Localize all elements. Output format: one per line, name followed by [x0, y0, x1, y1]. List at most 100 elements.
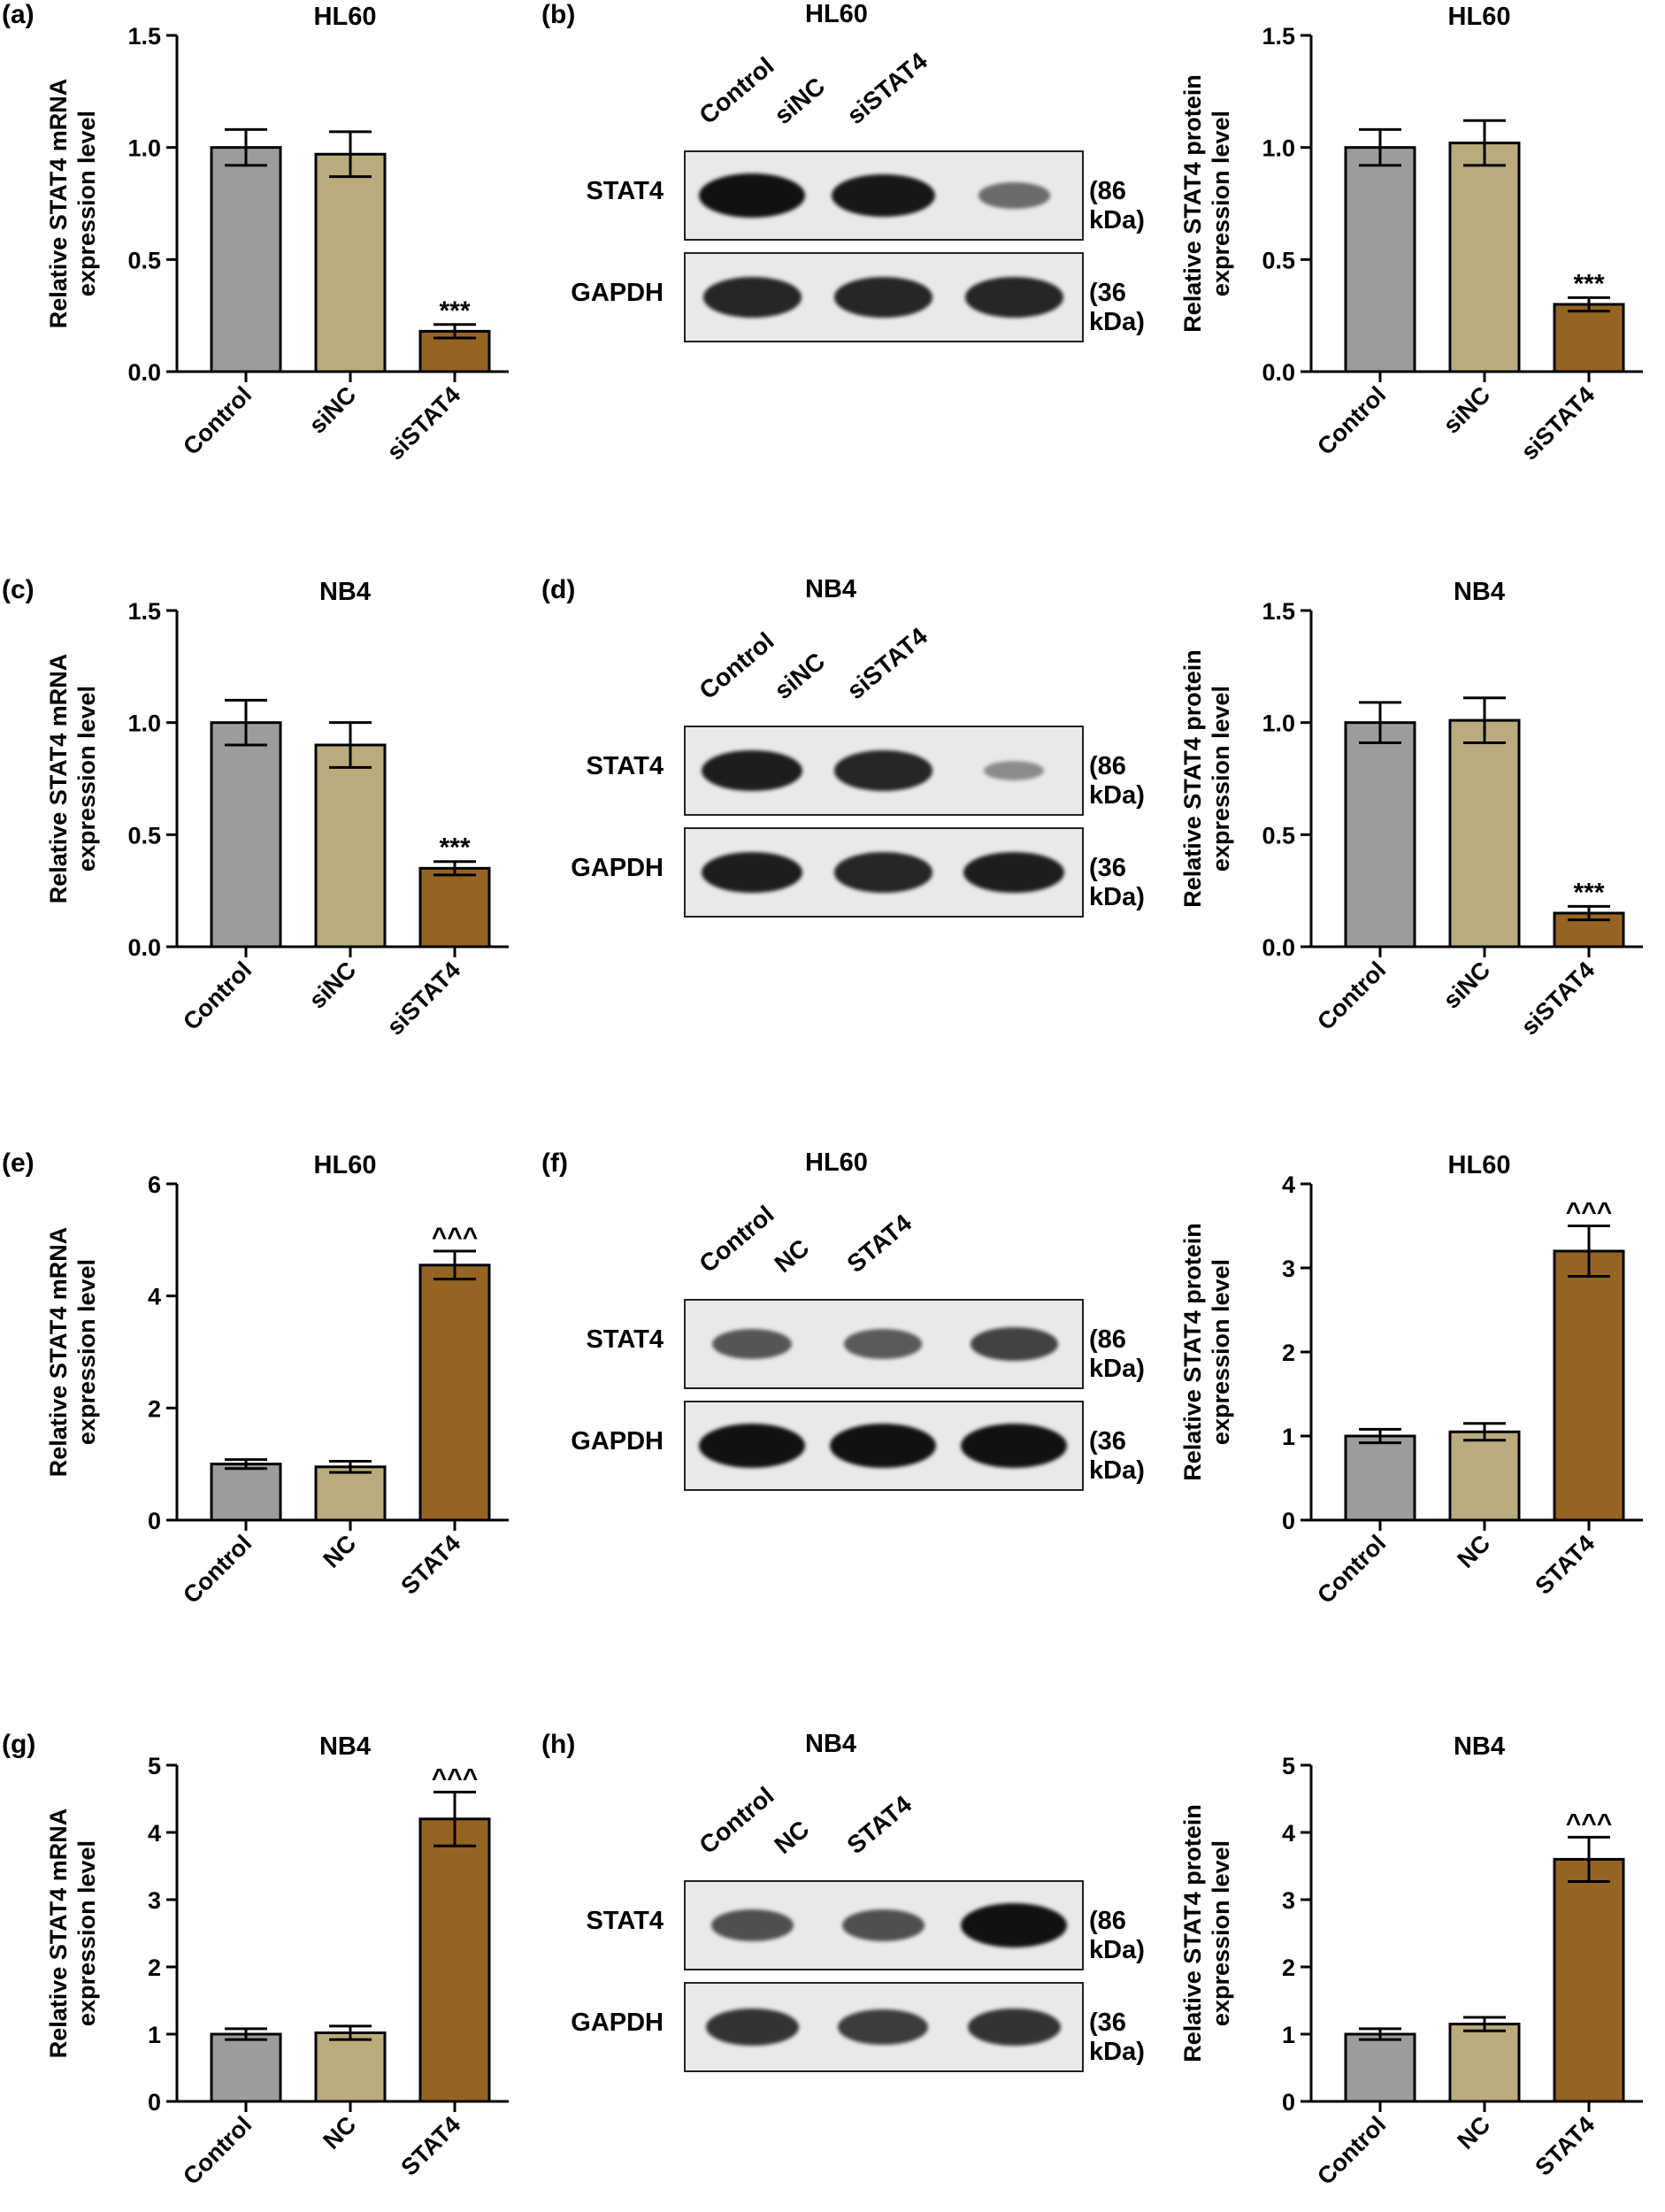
kda-label-STAT4: (86 kDa) [1089, 1325, 1145, 1383]
significance-mark: ^^^ [432, 1223, 479, 1252]
y-tick-label: 2 [1282, 1955, 1295, 1981]
x-tick-label: siSTAT4 [1515, 956, 1600, 1041]
lane-label-NC: NC [769, 1233, 815, 1279]
blot-strip-STAT4 [684, 150, 1084, 241]
kda-label-GAPDH: (36 kDa) [1089, 854, 1145, 911]
y-axis-label: Relative STAT4 mRNA expression level [45, 79, 100, 329]
blot-title: NB4 [805, 1730, 857, 1758]
y-tick-label: 1 [148, 2022, 161, 2048]
x-tick-label: STAT4 [1530, 2111, 1600, 2181]
band [841, 1909, 925, 1941]
bar-siNC [1448, 142, 1521, 373]
y-axis-label-line1: Relative STAT4 mRNA [45, 1227, 72, 1478]
y-tick-label: 1.5 [1262, 598, 1295, 625]
lane-label-STAT4: STAT4 [841, 1209, 917, 1279]
x-tick-label: siSTAT4 [381, 381, 465, 465]
band [838, 2008, 928, 2046]
lane-label-siSTAT4: siSTAT4 [841, 622, 932, 705]
band [702, 851, 802, 894]
band [702, 749, 802, 792]
band [984, 761, 1044, 780]
chart-title: NB4 [1454, 578, 1505, 606]
y-axis-label-line1: Relative STAT4 mRNA [45, 654, 72, 904]
bar-Control [1344, 1434, 1416, 1522]
band [843, 1329, 923, 1359]
panel-label-e: (e) [2, 1148, 35, 1178]
x-tick-label: siNC [1439, 956, 1496, 1014]
row-label-GAPDH: GAPDH [571, 2008, 664, 2037]
blot-h: NB4 Control NC STAT4 STAT4 (86 kDa) GAPDH (36 k… [531, 1730, 1145, 2101]
chart-e: HL60 Relative STAT4 mRNA expression level 0… [45, 1151, 509, 1609]
y-tick-label: 0 [148, 2089, 161, 2116]
chart-c: NB4 Relative STAT4 mRNA expression level 0.… [45, 578, 509, 1041]
y-tick-label: 0.5 [1262, 247, 1295, 273]
bar-NC [314, 1465, 387, 1522]
significance-mark: ^^^ [1566, 1809, 1613, 1838]
lane-label-siSTAT4: siSTAT4 [841, 47, 932, 130]
x-tick-label: Control [1312, 381, 1391, 460]
significance-mark: *** [439, 296, 470, 326]
y-tick-label: 0.5 [1262, 822, 1295, 849]
chart-a: HL60 Relative STAT4 mRNA expression level 0… [45, 3, 509, 465]
x-tick-label: siSTAT4 [1515, 381, 1600, 465]
panel-label-h: (h) [541, 1730, 576, 1759]
x-tick-label: siNC [304, 956, 362, 1014]
y-tick-label: 0.5 [127, 247, 161, 273]
blot-title: NB4 [805, 575, 857, 603]
x-tick-label: NC [1452, 2111, 1495, 2154]
panel-label-c: (c) [2, 575, 35, 604]
lane-label-NC: NC [769, 1815, 815, 1860]
y-axis-label-line2: expression level [73, 1259, 100, 1445]
blot-strip-STAT4 [684, 1299, 1084, 1389]
y-tick-label: 0.0 [1262, 934, 1295, 961]
y-tick-label: 4 [148, 1284, 161, 1310]
bar-Control [1344, 2032, 1416, 2103]
x-tick-label: siSTAT4 [381, 956, 465, 1041]
row-label-STAT4: STAT4 [586, 1325, 664, 1354]
bar-Control [210, 721, 282, 949]
kda-label-GAPDH: (36 kDa) [1089, 279, 1145, 336]
band [712, 1329, 792, 1359]
chart-title: NB4 [319, 578, 371, 606]
chart-title: HL60 [1448, 3, 1511, 31]
y-axis-label-line2: expression level [73, 686, 100, 872]
y-tick-label: 0.0 [127, 359, 161, 386]
y-tick-label: 1.0 [1262, 710, 1295, 737]
band [699, 1424, 805, 1468]
blot-strip-STAT4 [684, 1880, 1084, 1970]
band [833, 277, 932, 318]
row-label-GAPDH: GAPDH [571, 279, 664, 307]
blot-strip-GAPDH [684, 1401, 1084, 1491]
band [970, 1326, 1058, 1362]
chart-g: NB4 Relative STAT4 mRNA expression level 0 1… [45, 1732, 509, 2190]
y-tick-label: 1.5 [127, 23, 161, 50]
chart-h-quant: NB4 Relative STAT4 protein expression leve… [1179, 1732, 1643, 2190]
band [964, 277, 1063, 318]
chart-title: NB4 [1454, 1732, 1505, 1761]
y-tick-label: 4 [1282, 1820, 1295, 1847]
blot-strip-STAT4 [684, 726, 1084, 816]
y-axis-label-line1: Relative STAT4 mRNA [45, 79, 72, 329]
y-tick-label: 1.0 [127, 710, 161, 737]
y-axis-label: Relative STAT4 protein expression level [1179, 74, 1234, 333]
row-label-STAT4: STAT4 [586, 177, 664, 205]
bar-STAT4 [1553, 1249, 1625, 1522]
x-tick-label: NC [318, 1530, 361, 1573]
y-tick-label: 0 [148, 1508, 161, 1534]
y-axis-label-line1: Relative STAT4 protein [1179, 1223, 1206, 1481]
y-tick-label: 1.5 [1262, 23, 1295, 50]
band [831, 173, 935, 218]
y-axis-label: Relative STAT4 protein expression level [1179, 1223, 1234, 1481]
x-tick-label: Control [1312, 1530, 1391, 1609]
y-tick-label: 0.0 [1262, 359, 1295, 386]
band [961, 1903, 1067, 1947]
chart-title: HL60 [1448, 1151, 1511, 1179]
y-tick-label: 1 [1282, 1424, 1295, 1450]
y-tick-label: 0.0 [127, 934, 161, 961]
lane-label-Control: Control [694, 1200, 779, 1279]
significance-mark: ^^^ [1566, 1198, 1613, 1227]
band [710, 1909, 794, 1941]
y-axis-label-line2: expression level [73, 1840, 100, 2026]
y-tick-label: 3 [1282, 1256, 1295, 1282]
x-tick-label: NC [318, 2111, 361, 2154]
